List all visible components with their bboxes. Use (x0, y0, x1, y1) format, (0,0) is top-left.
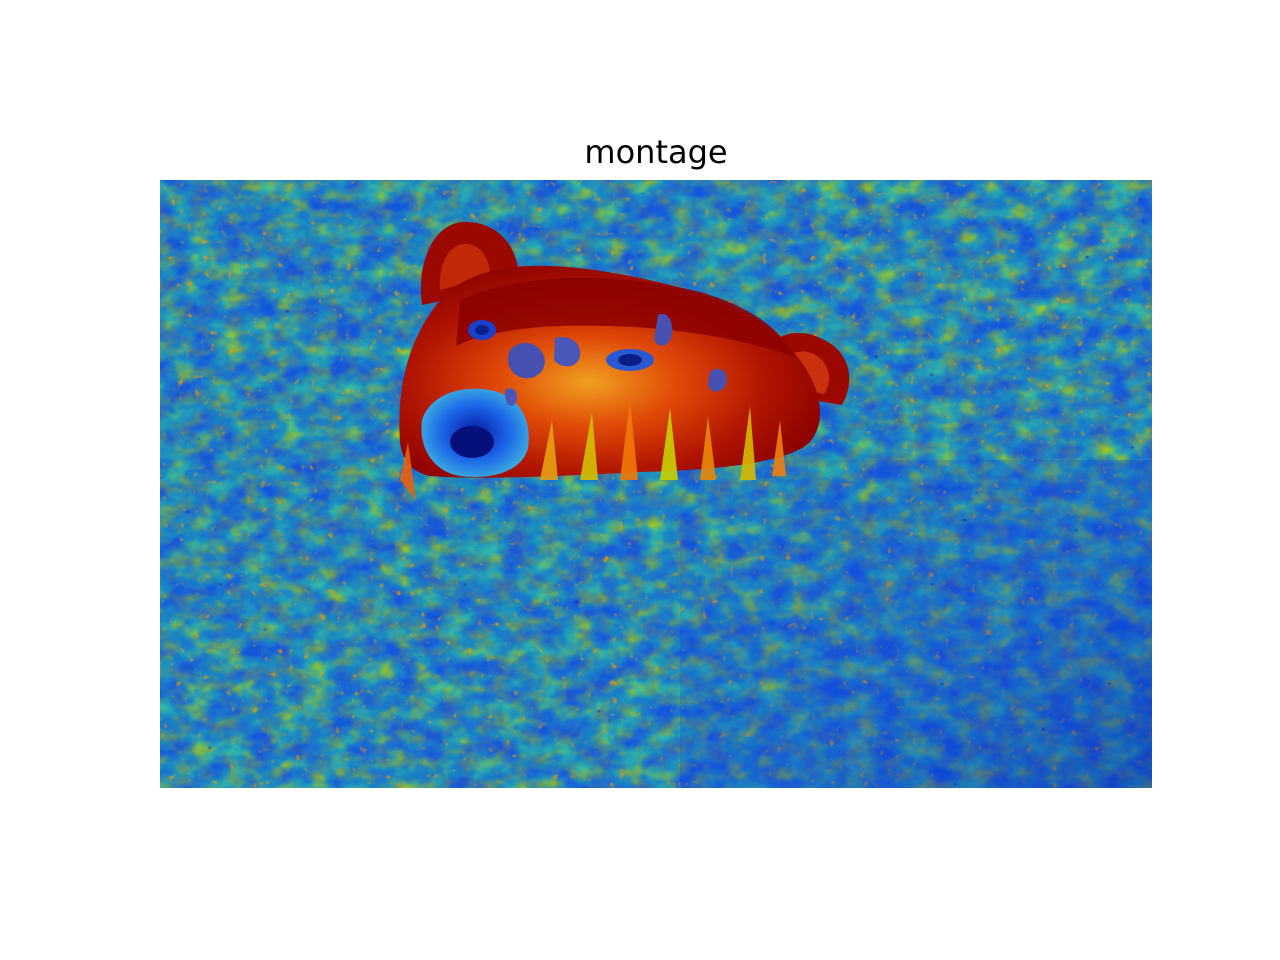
figure-title: montage (584, 133, 728, 171)
grass-dark-spots (160, 180, 1152, 788)
montage-image (160, 180, 1152, 788)
montage-image-svg (160, 180, 1152, 788)
bear-head (399, 222, 850, 500)
